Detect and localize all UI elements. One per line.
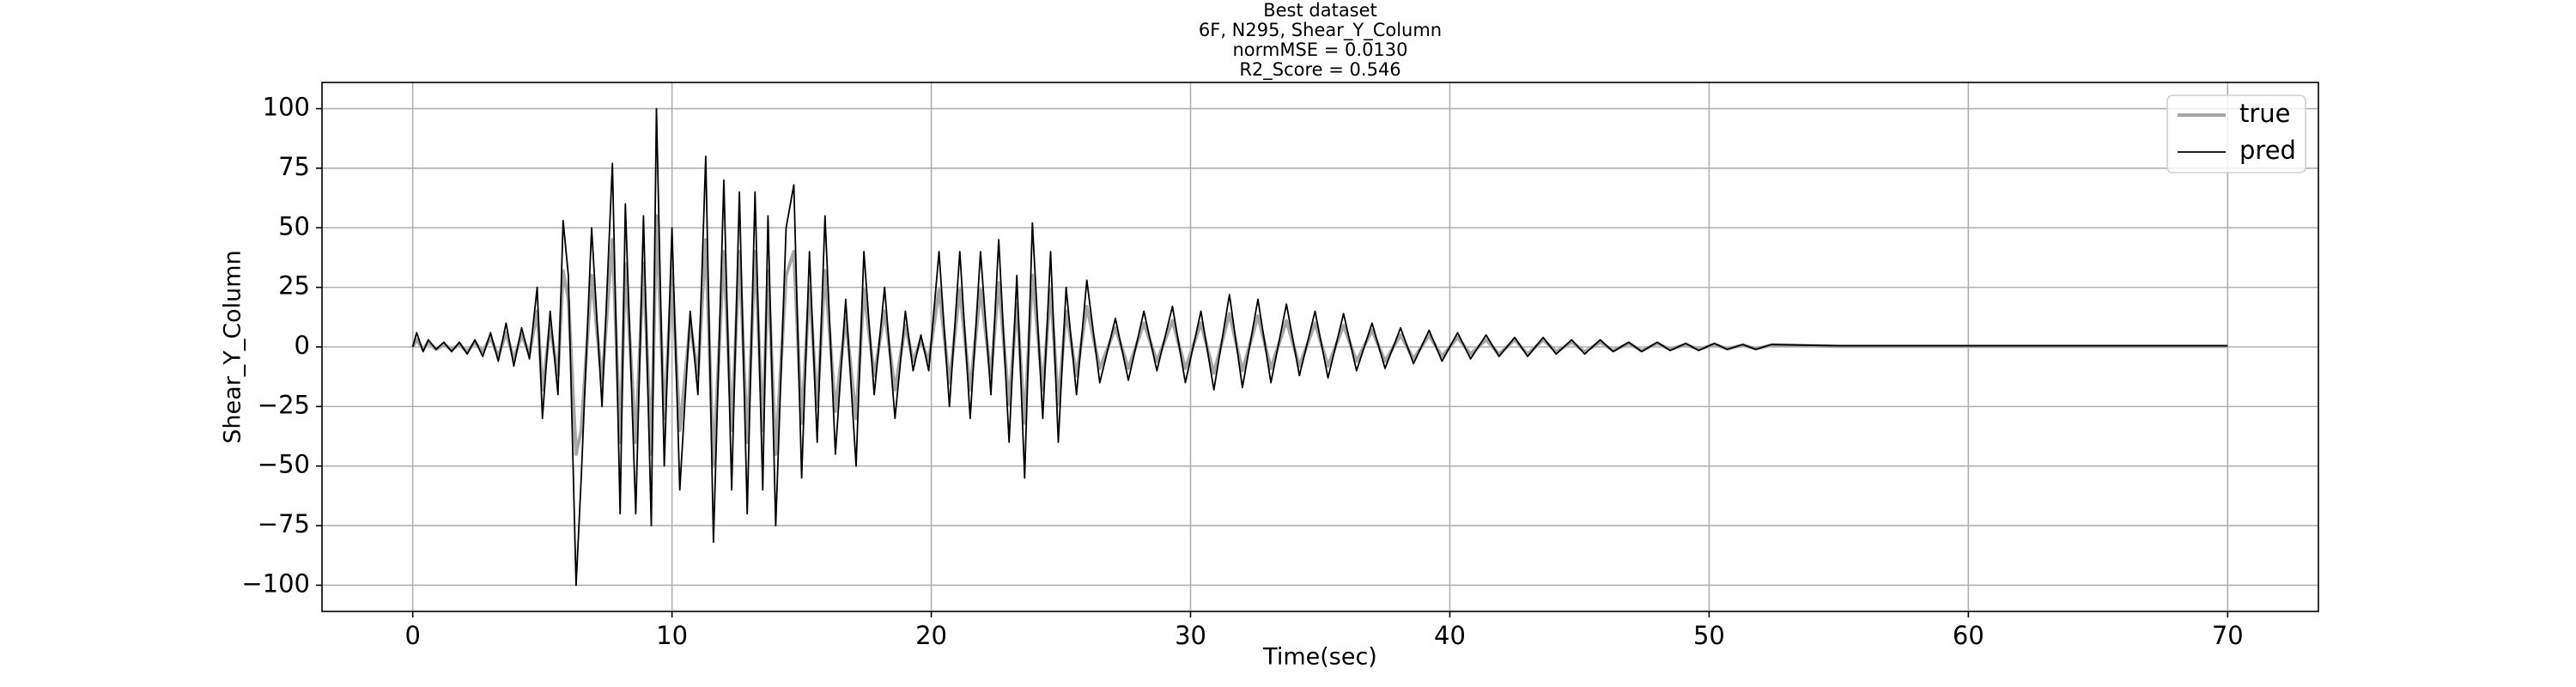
legend-label: true <box>2239 99 2291 128</box>
chart-title: R2_Score = 0.546 <box>1239 59 1400 81</box>
y-axis-label: Shear_Y_Column <box>220 250 246 443</box>
chart-title: 6F, N295, Shear_Y_Column <box>1199 20 1442 41</box>
y-tick-label: 50 <box>278 211 310 240</box>
x-tick-label: 0 <box>404 621 420 650</box>
y-tick-label: −100 <box>241 568 310 598</box>
y-tick-label: 100 <box>263 93 310 122</box>
x-tick-label: 30 <box>1175 621 1206 650</box>
chart-title: Best dataset <box>1263 0 1377 21</box>
y-tick-label: −75 <box>258 509 310 538</box>
legend-label: pred <box>2239 136 2296 165</box>
x-tick-label: 50 <box>1693 621 1725 650</box>
plot-frame <box>321 82 2319 612</box>
y-tick-label: −25 <box>258 390 310 419</box>
x-tick-label: 40 <box>1434 621 1466 650</box>
x-tick-label: 60 <box>1953 621 1984 650</box>
x-tick-label: 10 <box>656 621 688 650</box>
chart-title: normMSE = 0.0130 <box>1232 40 1407 60</box>
series-line <box>411 107 2228 587</box>
x-tick-label: 20 <box>915 621 947 650</box>
x-axis-label: Time(sec) <box>1262 644 1377 671</box>
y-tick-label: 25 <box>278 271 310 301</box>
y-tick-label: −50 <box>258 450 310 479</box>
y-tick-label: 0 <box>295 331 310 360</box>
x-tick-label: 70 <box>2212 621 2244 650</box>
y-tick-label: 75 <box>278 152 310 181</box>
